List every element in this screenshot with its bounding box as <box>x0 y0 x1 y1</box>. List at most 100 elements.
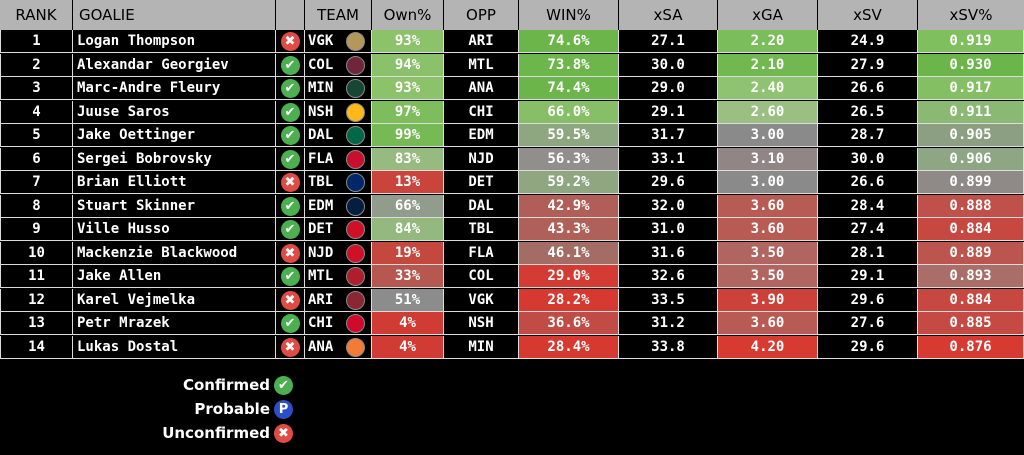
header-team[interactable]: TEAM <box>305 0 372 30</box>
goalie-cell: Karel Vejmelka <box>73 288 276 312</box>
table-row[interactable]: 10 Mackenzie Blackwood ✖ NJD 19% FLA 46.1% 31.6… <box>0 241 1024 265</box>
goalie-cell: Lukas Dostal <box>73 335 276 359</box>
rank-cell: 10 <box>0 241 73 265</box>
team-abbrev: DAL <box>308 127 334 143</box>
own-cell: 4% <box>372 335 444 359</box>
own-cell: 4% <box>372 312 444 335</box>
rank-cell: 14 <box>0 335 73 359</box>
header-own[interactable]: Own% <box>372 0 444 30</box>
rank-cell: 6 <box>0 147 73 171</box>
header-status <box>276 0 305 30</box>
table-row[interactable]: 9 Ville Husso ✔ DET 84% TBL 43.3% 31.0 3.60 27.4 0… <box>0 218 1024 241</box>
win-cell: 28.4% <box>519 335 619 359</box>
table-row[interactable]: 12 Karel Vejmelka ✖ ARI 51% VGK 28.2% 33.5 3.90 2… <box>0 288 1024 312</box>
confirmed-status-icon: ✔ <box>280 220 300 239</box>
team-abbrev: NJD <box>308 244 334 261</box>
team-logo-icon <box>346 149 365 169</box>
xsvp-cell: 0.888 <box>918 194 1024 218</box>
rank-cell: 1 <box>0 30 73 53</box>
xsv-cell: 26.5 <box>818 100 918 124</box>
xga-cell: 3.60 <box>718 312 818 335</box>
table-row[interactable]: 7 Brian Elliott ✖ TBL 13% DET 59.2% 29.6 3.00 26.… <box>0 171 1024 194</box>
table-row[interactable]: 6 Sergei Bobrovsky ✔ FLA 83% NJD 56.3% 33.1 3.10… <box>0 147 1024 171</box>
unconfirmed-status-icon: ✖ <box>280 290 300 310</box>
rank-cell: 8 <box>0 194 73 218</box>
legend-item-unconfirmed: Unconfirmed ✖ <box>150 422 310 444</box>
confirmed-status-icon: ✔ <box>280 267 300 286</box>
opp-cell: VGK <box>444 288 519 312</box>
win-cell: 59.5% <box>519 124 619 147</box>
team-cell: NSH <box>305 100 372 124</box>
xsa-cell: 30.0 <box>619 53 718 77</box>
xsa-cell: 29.1 <box>619 100 718 124</box>
table-row[interactable]: 3 Marc-Andre Fleury ✔ MIN 93% ANA 74.4% 29.0 2.4… <box>0 77 1024 100</box>
table-row[interactable]: 5 Jake Oettinger ✔ DAL 99% EDM 59.5% 31.7 3.00 28… <box>0 124 1024 147</box>
unconfirmed-status-icon: ✖ <box>280 173 300 192</box>
legend-item-confirmed: Confirmed ✔ <box>150 374 310 396</box>
opp-cell: EDM <box>444 124 519 147</box>
xsv-cell: 28.7 <box>818 124 918 147</box>
status-cell: ✖ <box>276 30 305 53</box>
xsv-cell: 28.1 <box>818 241 918 265</box>
header-xsvp[interactable]: xSV% <box>949 6 993 24</box>
table-row[interactable]: 1 Logan Thompson ✖ VGK 93% ARI 74.6% 27.1 2.20 24… <box>0 30 1024 53</box>
table-row[interactable]: 11 Jake Allen ✔ MTL 33% COL 29.0% 32.6 3.50 29.1 0… <box>0 265 1024 288</box>
header-win[interactable]: WIN% <box>519 0 619 30</box>
xga-cell: 3.50 <box>718 241 818 265</box>
table-row[interactable]: 8 Stuart Skinner ✔ EDM 66% DAL 42.9% 32.0 3.60 28… <box>0 194 1024 218</box>
team-abbrev: VGK <box>308 33 334 49</box>
win-cell: 56.3% <box>519 147 619 171</box>
confirmed-status-icon: ✔ <box>274 376 293 395</box>
opp-cell: FLA <box>444 241 519 265</box>
table-row[interactable]: 13 Petr Mrazek ✔ CHI 4% NSH 36.6% 31.2 3.60 27.6 0… <box>0 312 1024 335</box>
xsv-cell: 28.4 <box>818 194 918 218</box>
status-cell: ✖ <box>276 241 305 265</box>
team-cell: MIN <box>305 77 372 100</box>
header-xsa[interactable]: xSA <box>619 0 718 30</box>
unconfirmed-status-icon: ✖ <box>280 337 300 357</box>
header-xga[interactable]: xGA <box>718 0 818 30</box>
team-logo-icon <box>346 126 365 145</box>
xsv-cell: 30.0 <box>818 147 918 171</box>
xsa-cell: 29.0 <box>619 77 718 100</box>
win-cell: 59.2% <box>519 171 619 194</box>
team-logo-icon <box>346 55 365 75</box>
goalie-cell: Jake Allen <box>73 265 276 288</box>
status-cell: ✔ <box>276 53 305 77</box>
xsvp-cell: 0.911 <box>918 100 1024 124</box>
header-opp[interactable]: OPP <box>444 0 519 30</box>
team-logo-icon <box>346 267 365 286</box>
xga-cell: 3.60 <box>718 194 818 218</box>
rank-cell: 11 <box>0 265 73 288</box>
header-rank[interactable]: RANK <box>0 0 73 30</box>
goalie-cell: Petr Mrazek <box>73 312 276 335</box>
status-cell: ✔ <box>276 265 305 288</box>
xga-cell: 3.00 <box>718 124 818 147</box>
opp-cell: MTL <box>444 53 519 77</box>
confirmed-status-icon: ✔ <box>280 102 300 122</box>
legend-label: Confirmed <box>182 376 270 394</box>
status-cell: ✔ <box>276 147 305 171</box>
xsa-cell: 33.1 <box>619 147 718 171</box>
table-row[interactable]: 4 Juuse Saros ✔ NSH 97% CHI 66.0% 29.1 2.60 26.5 0… <box>0 100 1024 124</box>
xsv-cell: 27.6 <box>818 312 918 335</box>
own-cell: 83% <box>372 147 444 171</box>
rank-cell: 5 <box>0 124 73 147</box>
header-xsv[interactable]: xSV <box>818 0 918 30</box>
opp-cell: CHI <box>444 100 519 124</box>
xga-cell: 2.40 <box>718 77 818 100</box>
status-cell: ✔ <box>276 77 305 100</box>
goalie-cell: Sergei Bobrovsky <box>73 147 276 171</box>
xsa-cell: 31.6 <box>619 241 718 265</box>
table-row[interactable]: 14 Lukas Dostal ✖ ANA 4% MIN 28.4% 33.8 4.20 29.6… <box>0 335 1024 359</box>
xga-cell: 3.00 <box>718 171 818 194</box>
xsvp-cell: 0.899 <box>918 171 1024 194</box>
table-row[interactable]: 2 Alexandar Georgiev ✔ COL 94% MTL 73.8% 30.0 2.… <box>0 53 1024 77</box>
status-cell: ✔ <box>276 124 305 147</box>
win-cell: 66.0% <box>519 100 619 124</box>
xsa-cell: 31.7 <box>619 124 718 147</box>
header-goalie[interactable]: GOALIE <box>73 0 276 30</box>
own-cell: 93% <box>372 30 444 53</box>
team-cell: COL <box>305 53 372 77</box>
team-logo-icon <box>346 290 365 310</box>
